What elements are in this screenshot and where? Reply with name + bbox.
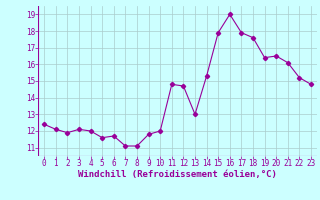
X-axis label: Windchill (Refroidissement éolien,°C): Windchill (Refroidissement éolien,°C) (78, 170, 277, 179)
